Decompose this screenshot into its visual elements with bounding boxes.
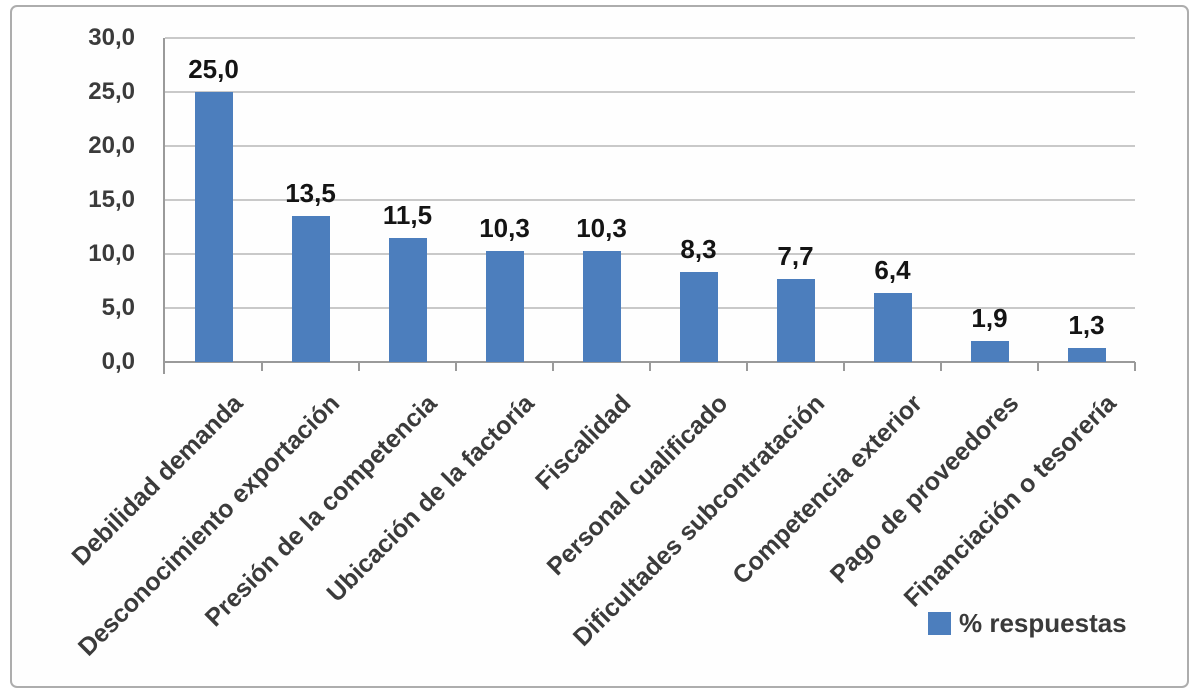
bar-value-label: 25,0 bbox=[188, 54, 239, 84]
y-axis-tick-label: 0,0 bbox=[101, 348, 135, 375]
bar bbox=[873, 292, 912, 362]
y-axis-line bbox=[163, 38, 165, 374]
bar bbox=[485, 250, 524, 362]
bar bbox=[291, 216, 330, 362]
bar bbox=[679, 272, 718, 362]
y-axis-tick-label: 25,0 bbox=[88, 78, 135, 105]
bar-value-label: 1,9 bbox=[971, 303, 1008, 334]
gridline bbox=[165, 145, 1135, 147]
legend-swatch bbox=[928, 612, 951, 635]
bar bbox=[1067, 347, 1106, 362]
bar-value-label: 8,3 bbox=[680, 234, 717, 265]
bar-value-label: 10,3 bbox=[576, 212, 627, 243]
bar-value-label: 11,5 bbox=[382, 199, 433, 230]
bar-value-label: 10,3 bbox=[479, 212, 530, 243]
x-axis-tick bbox=[1134, 362, 1136, 371]
y-axis-tick-label: 10,0 bbox=[88, 240, 135, 267]
x-axis-tick bbox=[1037, 362, 1039, 371]
x-axis-tick bbox=[358, 362, 360, 371]
y-axis-tick-label: 15,0 bbox=[88, 186, 135, 213]
bar-value-label: 6,4 bbox=[874, 254, 911, 285]
x-axis-tick bbox=[552, 362, 554, 371]
x-axis-tick bbox=[843, 362, 845, 371]
bar bbox=[776, 278, 815, 362]
x-axis-tick bbox=[455, 362, 457, 371]
bar-value-label: 13,5 bbox=[285, 178, 336, 209]
bar bbox=[582, 250, 621, 362]
x-axis-tick bbox=[746, 362, 748, 371]
x-axis-tick bbox=[649, 362, 651, 371]
x-axis-tick bbox=[940, 362, 942, 371]
x-axis-tick bbox=[261, 362, 263, 371]
gridline bbox=[165, 199, 1135, 201]
y-axis-tick-label: 5,0 bbox=[101, 294, 135, 321]
gridline bbox=[165, 307, 1135, 309]
gridline bbox=[165, 253, 1135, 255]
legend-label: % respuestas bbox=[959, 608, 1127, 638]
bar-value-label: 1,3 bbox=[1068, 309, 1105, 340]
bar-value-label: 7,7 bbox=[777, 240, 814, 271]
bar bbox=[194, 92, 233, 362]
gridline bbox=[165, 91, 1135, 93]
y-axis-tick-label: 30,0 bbox=[88, 24, 135, 51]
gridline bbox=[165, 37, 1135, 39]
bar bbox=[388, 237, 427, 362]
bar bbox=[970, 341, 1009, 362]
chart-legend: % respuestas bbox=[928, 608, 1127, 639]
y-axis-tick-label: 20,0 bbox=[88, 132, 135, 159]
